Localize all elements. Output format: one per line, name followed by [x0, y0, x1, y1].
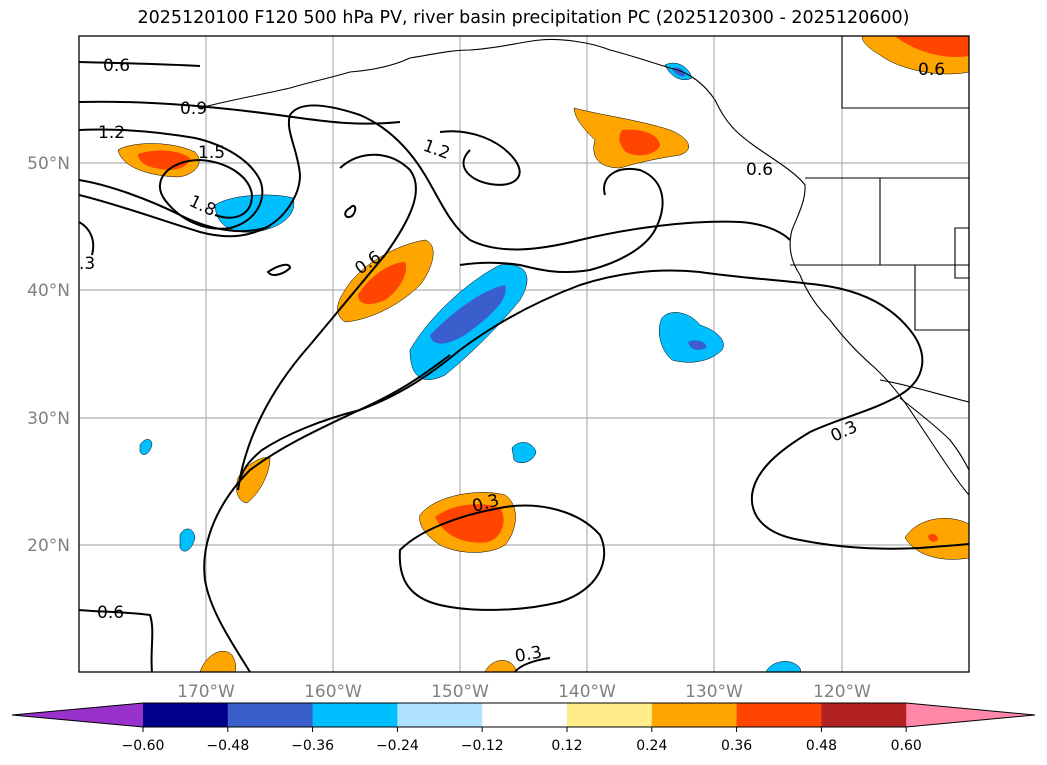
contour-label: 0.9 — [180, 99, 207, 119]
lon-label: 130°W — [685, 682, 743, 702]
lat-label: 30°N — [27, 409, 70, 429]
colorbar-segment — [227, 703, 314, 727]
contour-label: 0.6 — [97, 603, 124, 623]
colorbar: −0.60 −0.48 −0.36 −0.24 −0.12 0.12 0.24 0.36 0.4… — [11, 702, 1036, 754]
lon-label: 170°W — [177, 682, 235, 702]
colorbar-segment — [482, 703, 568, 727]
colorbar-tick-label: −0.24 — [376, 738, 419, 754]
colorbar-tick-label: −0.60 — [122, 738, 165, 754]
pv-contours — [79, 61, 969, 672]
colorbar-extend-low — [12, 703, 143, 727]
colorbar-segment — [651, 703, 738, 727]
contour-label: 0.6 — [103, 56, 130, 76]
colorbar-segment — [567, 703, 653, 727]
colorbar-tick-label: 0.36 — [721, 738, 752, 754]
colorbar-tick-label: −0.36 — [291, 738, 334, 754]
contour-label: 0.6 — [746, 160, 773, 180]
lon-label: 140°W — [558, 682, 616, 702]
colorbar-tick-label: 0.24 — [636, 738, 667, 754]
contour-label: 0.3 — [513, 643, 543, 667]
lon-labels: 170°W 160°W 150°W 140°W 130°W 120°W — [177, 682, 871, 702]
lat-label: 40°N — [27, 281, 70, 301]
colorbar-segment — [143, 703, 229, 727]
lon-label: 150°W — [431, 682, 489, 702]
coastlines — [199, 36, 969, 496]
colorbar-segment — [821, 703, 907, 727]
colorbar-extend-high — [906, 703, 1035, 727]
colorbar-segment — [736, 703, 822, 727]
contour-label: 0.6 — [918, 60, 945, 80]
lat-label: 20°N — [27, 536, 70, 556]
map-area[interactable] — [79, 36, 969, 672]
colorbar-tick-label: 0.60 — [891, 738, 922, 754]
colorbar-tick-label: −0.48 — [206, 738, 249, 754]
colorbar-segment — [312, 703, 398, 727]
colorbar-segment — [397, 703, 483, 727]
colorbar-tick-label: −0.12 — [461, 738, 504, 754]
map-frame — [78, 35, 970, 673]
lon-label: 160°W — [304, 682, 362, 702]
lon-label: 120°W — [813, 682, 871, 702]
colorbar-tick-label: 0.12 — [551, 738, 582, 754]
figure-title: 2025120100 F120 500 hPa PV, river basin … — [137, 8, 910, 28]
contour-label: .3 — [79, 254, 95, 274]
contour-label: 1.5 — [198, 143, 225, 163]
contour-label: 1.2 — [98, 123, 125, 143]
lat-label: 50°N — [27, 154, 70, 174]
colorbar-tick-label: 0.48 — [806, 738, 837, 754]
lat-labels: 50°N 40°N 30°N 20°N — [27, 154, 70, 556]
contour-labels: 0.6 0.9 1.2 1.5 1.8 1.2 0.6 0.6 0.6 .3 0… — [79, 56, 945, 667]
